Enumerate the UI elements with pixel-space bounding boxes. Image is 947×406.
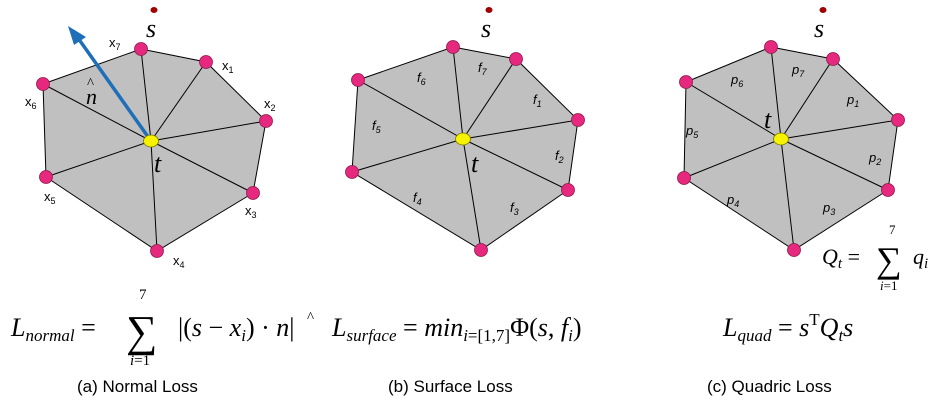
- svg-text:n: n: [86, 84, 97, 109]
- normal-loss-formula: Lnormal = 7 ∑ i=1 |(s − xi) · n| ^: [10, 287, 314, 369]
- surface-loss-formula: Lsurface = mini=[1,7]Φ(s, fi): [331, 313, 582, 345]
- svg-text:f4: f4: [413, 190, 422, 207]
- sample-point-s: [150, 7, 158, 13]
- sample-label: s: [146, 14, 156, 43]
- svg-text:∑: ∑: [126, 307, 157, 356]
- face-labels: f1 f2 f3 f4 f5 f6 f7: [372, 60, 564, 217]
- svg-text:Lnormal =: Lnormal =: [10, 313, 96, 345]
- svg-text:x5: x5: [44, 189, 56, 206]
- center-label: t: [154, 149, 162, 178]
- normal-vector-arrow: [68, 26, 153, 143]
- mesh-outline: [42, 48, 267, 252]
- sample-point-s: [485, 7, 493, 13]
- mesh-spokes: [683, 46, 899, 251]
- panel-quadric-loss: s t p1 p2 p3 p4 p5 p6 p7 Qt = 7 ∑ i=1 qi…: [677, 7, 928, 396]
- svg-text:Lquad = sTQts: Lquad = sTQts: [722, 310, 853, 345]
- svg-text:i=1: i=1: [130, 353, 150, 369]
- svg-text:Lsurface = mini=[1,7]Φ(s, fi): Lsurface = mini=[1,7]Φ(s, fi): [331, 313, 582, 345]
- mesh-vertices: [36, 42, 273, 258]
- center-vertex-t: [773, 132, 789, 146]
- svg-text:f3: f3: [510, 200, 519, 217]
- mesh-spokes: [42, 48, 267, 252]
- svg-text:^: ^: [307, 310, 314, 326]
- vertex-labels: x1 x2 x3 x4 x5 x6 x7: [25, 35, 276, 270]
- svg-text:∑: ∑: [876, 240, 902, 280]
- sample-label: s: [814, 14, 824, 43]
- svg-text:x1: x1: [222, 58, 234, 75]
- quadric-sum-formula: Qt = 7 ∑ i=1 qi: [822, 222, 928, 293]
- sample-label: s: [481, 14, 491, 43]
- svg-text:x4: x4: [173, 253, 185, 270]
- panel-caption: (a) Normal Loss: [77, 377, 198, 396]
- svg-text:f7: f7: [478, 60, 488, 77]
- mesh-outline: [683, 46, 899, 251]
- svg-text:x6: x6: [25, 94, 37, 111]
- quadric-loss-formula: Lquad = sTQts: [722, 310, 853, 345]
- mesh-spokes: [351, 46, 579, 251]
- panel-normal-loss: s t n ^ x1 x2 x3 x4 x5 x6 x7 Lnormal = 7…: [10, 7, 314, 396]
- svg-text:|(s − xi) · n|: |(s − xi) · n|: [178, 313, 295, 345]
- svg-text:x3: x3: [245, 203, 257, 220]
- center-vertex-t: [455, 132, 471, 146]
- panel-caption: (c) Quadric Loss: [707, 377, 832, 396]
- svg-text:f2: f2: [555, 148, 564, 165]
- panel-surface-loss: s t f1 f2 f3 f4 f5 f6 f7 Lsurface = mini…: [331, 7, 585, 396]
- svg-text:Qt =: Qt =: [822, 244, 860, 272]
- mesh-vertices: [677, 40, 905, 257]
- panel-caption: (b) Surface Loss: [388, 377, 513, 396]
- mesh-vertices: [345, 40, 585, 257]
- svg-text:x2: x2: [264, 96, 276, 113]
- svg-text:i=1: i=1: [880, 278, 897, 293]
- svg-text:f5: f5: [372, 118, 382, 135]
- svg-text:7: 7: [139, 287, 147, 303]
- svg-text:qi: qi: [913, 244, 928, 272]
- normal-label: n ^: [86, 76, 97, 109]
- svg-text:^: ^: [87, 76, 94, 92]
- sample-point-s: [819, 7, 827, 13]
- center-label: t: [764, 105, 772, 134]
- svg-text:x7: x7: [109, 35, 121, 52]
- svg-text:7: 7: [889, 222, 896, 237]
- center-vertex-t: [143, 134, 159, 148]
- svg-text:f6: f6: [417, 70, 426, 87]
- center-label: t: [471, 149, 479, 178]
- svg-text:f1: f1: [533, 92, 542, 109]
